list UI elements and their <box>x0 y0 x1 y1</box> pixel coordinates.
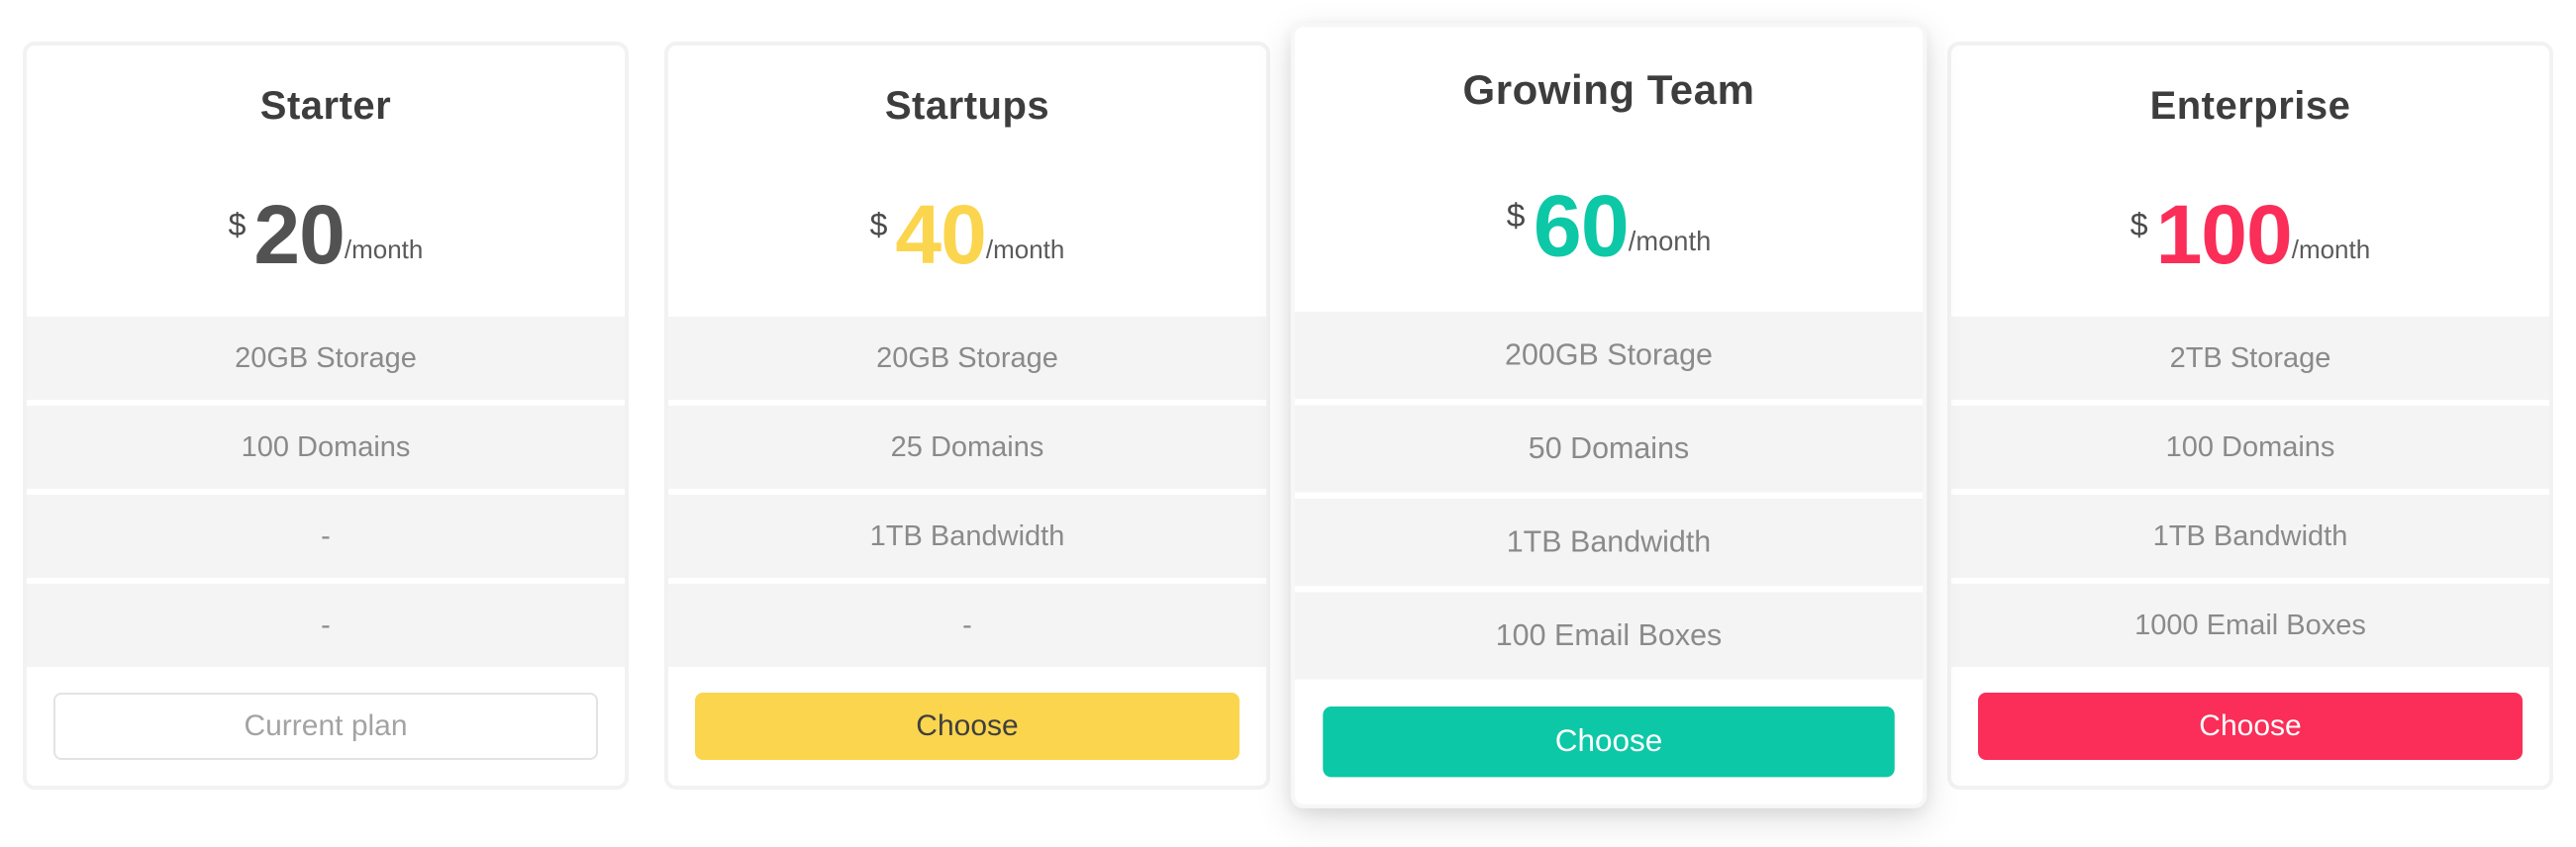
feature-bandwidth: - <box>27 495 625 578</box>
price-amount: 100 <box>2155 188 2293 281</box>
pricing-card-enterprise: Enterprise $100/month 2TB Storage 100 Do… <box>1947 42 2553 790</box>
plan-name: Startups <box>884 84 1050 128</box>
feature-list: 200GB Storage 50 Domains 1TB Bandwidth 1… <box>1294 312 1924 680</box>
feature-bandwidth: 1TB Bandwidth <box>668 495 1266 578</box>
card-header: Enterprise $100/month <box>1951 46 2549 317</box>
price-amount: 20 <box>253 188 345 281</box>
plan-price: $40/month <box>668 190 1266 304</box>
choose-button[interactable]: Choose <box>695 693 1239 760</box>
card-footer: Choose <box>1951 667 2549 786</box>
plan-name: Enterprise <box>2149 84 2351 128</box>
pricing-card-startups: Startups $40/month 20GB Storage 25 Domai… <box>664 42 1270 790</box>
feature-list: 20GB Storage 25 Domains 1TB Bandwidth - <box>668 317 1266 667</box>
feature-storage: 200GB Storage <box>1294 312 1924 400</box>
currency-symbol: $ <box>869 207 888 242</box>
choose-button[interactable]: Choose <box>1323 706 1895 778</box>
card-footer: Current plan <box>27 667 625 786</box>
feature-domains: 50 Domains <box>1294 405 1924 493</box>
choose-button[interactable]: Choose <box>1978 693 2523 760</box>
card-footer: Choose <box>1295 680 1923 804</box>
plan-name: Starter <box>259 84 392 128</box>
plan-price: $20/month <box>27 190 625 304</box>
currency-symbol: $ <box>2130 207 2148 242</box>
feature-storage: 20GB Storage <box>668 317 1266 400</box>
current-plan-button[interactable]: Current plan <box>53 693 598 760</box>
feature-domains: 25 Domains <box>668 406 1266 489</box>
card-footer: Choose <box>668 667 1266 786</box>
card-header: Startups $40/month <box>668 46 1266 317</box>
feature-domains: 100 Domains <box>27 406 625 489</box>
card-header: Starter $20/month <box>27 46 625 317</box>
feature-email: - <box>27 584 625 667</box>
currency-symbol: $ <box>1506 196 1526 235</box>
plan-price: $100/month <box>1951 190 2549 304</box>
currency-symbol: $ <box>228 207 247 242</box>
feature-list: 20GB Storage 100 Domains - - <box>27 317 625 667</box>
plan-price: $60/month <box>1295 179 1923 299</box>
feature-bandwidth: 1TB Bandwidth <box>1294 498 1924 587</box>
price-period: /month <box>2291 235 2371 264</box>
pricing-card-growing-team: Growing Team $60/month 200GB Storage 50 … <box>1290 23 1928 808</box>
feature-bandwidth: 1TB Bandwidth <box>1951 495 2549 578</box>
price-amount: 60 <box>1533 176 1630 275</box>
price-period: /month <box>1628 225 1712 257</box>
feature-email: 1000 Email Boxes <box>1951 584 2549 667</box>
plan-name: Growing Team <box>1462 67 1755 114</box>
feature-email: 100 Email Boxes <box>1294 592 1924 680</box>
feature-email: - <box>668 584 1266 667</box>
price-period: /month <box>344 235 424 264</box>
pricing-card-starter: Starter $20/month 20GB Storage 100 Domai… <box>23 42 629 790</box>
feature-domains: 100 Domains <box>1951 406 2549 489</box>
feature-storage: 2TB Storage <box>1951 317 2549 400</box>
price-period: /month <box>985 235 1065 264</box>
card-header: Growing Team $60/month <box>1295 27 1923 312</box>
price-amount: 40 <box>895 188 986 281</box>
feature-storage: 20GB Storage <box>27 317 625 400</box>
feature-list: 2TB Storage 100 Domains 1TB Bandwidth 10… <box>1951 317 2549 667</box>
